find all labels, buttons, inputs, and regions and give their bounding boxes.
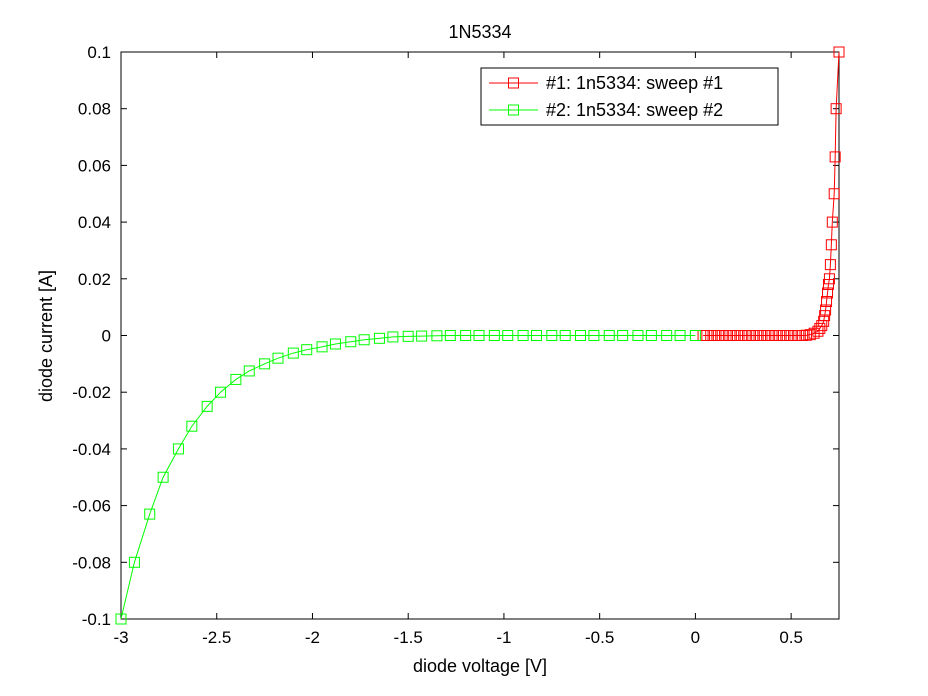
series-2-marker: [201, 400, 213, 412]
series-2-marker: [617, 330, 629, 341]
series-2-marker: [144, 508, 156, 520]
series-1-marker: [818, 315, 830, 327]
series-2-marker: [243, 365, 255, 377]
series-2-marker: [588, 330, 600, 341]
legend-label-series-2: #2: 1n5334: sweep #2: [546, 100, 723, 120]
legend-marker-series-2: [508, 104, 519, 116]
legend: #1: 1n5334: sweep #1 #2: 1n5334: sweep #…: [480, 67, 779, 126]
y-tick-label: -0.1: [82, 610, 111, 629]
y-tick-label: 0: [102, 327, 111, 346]
series-2-marker: [186, 420, 198, 432]
y-tick-label: -0.08: [72, 553, 111, 572]
series-1-marker: [823, 273, 835, 285]
series-2-marker: [502, 330, 514, 341]
series-1-marker: [822, 278, 834, 290]
y-tick-label: 0.08: [78, 100, 111, 119]
series-2-marker: [230, 373, 242, 385]
series-1-marker: [828, 188, 840, 200]
x-tick-label: 0: [691, 628, 700, 647]
series-1-marker: [830, 103, 842, 115]
series-2-marker: [689, 330, 701, 341]
x-tick-label: 0.5: [779, 628, 803, 647]
series-2-marker: [460, 330, 472, 341]
y-tick-label: 0.1: [87, 43, 111, 62]
series-2-marker: [661, 330, 673, 341]
legend-box: [480, 67, 779, 126]
series-2-marker: [416, 330, 428, 342]
series-1-marker: [833, 46, 845, 58]
x-tick-label: -0.5: [585, 628, 614, 647]
legend-marker-series-1: [508, 77, 519, 89]
x-tick-label: -1: [496, 628, 511, 647]
series-2-marker: [345, 336, 357, 348]
series-2-marker: [259, 358, 271, 370]
series-1-marker: [825, 239, 837, 251]
series-1-marker: [829, 151, 841, 163]
series-1-marker: [822, 287, 834, 299]
series-2-marker: [488, 330, 500, 341]
series-2-marker: [287, 347, 299, 359]
series-2-marker: [645, 330, 657, 341]
series-2-marker: [329, 338, 341, 350]
series-1-marker: [821, 295, 833, 307]
series-2-marker: [517, 330, 529, 341]
series-2-marker: [272, 352, 284, 364]
x-tick-label: -2.5: [202, 628, 231, 647]
chart-title: 1N5334: [448, 22, 511, 42]
axis-ticks: -3 -2.5 -2 -1.5 -1 -0.5 0 0.5 -0.1 -0.08 -0.06 -0.0…: [72, 43, 839, 647]
series-1-marker: [820, 304, 832, 316]
y-tick-label: 0.02: [78, 270, 111, 289]
series-2-marker: [530, 330, 542, 341]
series-2-marker: [128, 556, 140, 568]
series-layer: [115, 46, 845, 625]
series-1-marker: [814, 322, 826, 334]
series-2-marker: [575, 330, 587, 341]
series-2-marker: [603, 330, 615, 341]
x-tick-label: -2: [305, 628, 320, 647]
series-2-marker: [373, 332, 385, 344]
series-2-marker: [402, 330, 414, 342]
series-2-marker: [301, 344, 313, 356]
series-1-marker: [826, 216, 838, 228]
series-1-marker: [804, 329, 816, 341]
series-1-marker: [824, 259, 836, 271]
series-2-marker: [632, 330, 644, 341]
series-2-marker: [172, 443, 184, 455]
series-2-marker: [559, 330, 571, 341]
series-2-marker: [387, 331, 399, 343]
y-tick-label: -0.04: [72, 440, 111, 459]
series-1-marker: [800, 329, 812, 341]
y-tick-label: 0.06: [78, 156, 111, 175]
legend-label-series-1: #1: 1n5334: sweep #1: [546, 73, 723, 93]
y-tick-label: 0.04: [78, 213, 111, 232]
series-2-marker: [358, 334, 370, 346]
series-2-marker: [444, 330, 456, 341]
series-2-marker: [473, 330, 485, 341]
y-axis-label: diode current [A]: [36, 270, 56, 402]
series-2-marker: [115, 613, 127, 625]
series-1-marker: [819, 310, 831, 322]
series-2-marker: [546, 330, 558, 341]
x-tick-label: -1.5: [394, 628, 423, 647]
x-axis-label: diode voltage [V]: [413, 656, 547, 676]
y-tick-label: -0.02: [72, 383, 111, 402]
series-2-marker: [157, 471, 169, 483]
x-tick-label: -3: [113, 628, 128, 647]
series-2-marker: [316, 341, 328, 353]
series-1-marker: [812, 325, 824, 337]
series-2-marker: [674, 330, 686, 341]
series-2-marker: [431, 330, 443, 342]
series-2-marker: [215, 386, 227, 398]
y-tick-label: -0.06: [72, 497, 111, 516]
